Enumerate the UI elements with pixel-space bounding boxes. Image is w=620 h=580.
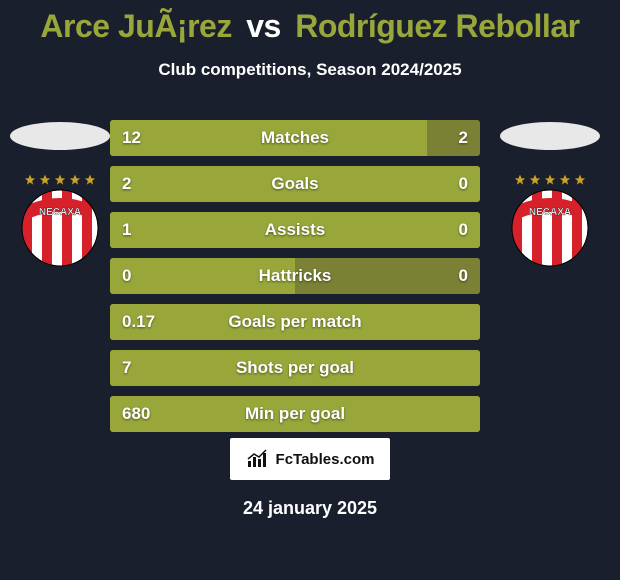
- stat-label: Shots per goal: [110, 350, 480, 386]
- site-logo: FcTables.com: [230, 438, 390, 480]
- team-crest-icon: NECAXA: [500, 170, 600, 270]
- bar-chart-icon: [246, 449, 272, 469]
- team-crest-icon: NECAXA: [10, 170, 110, 270]
- stat-row: 0.17Goals per match: [110, 304, 480, 340]
- svg-text:NECAXA: NECAXA: [529, 207, 571, 218]
- stat-label: Goals: [110, 166, 480, 202]
- stat-label: Matches: [110, 120, 480, 156]
- stat-row: 00Hattricks: [110, 258, 480, 294]
- subtitle: Club competitions, Season 2024/2025: [0, 60, 620, 80]
- player-left-name: Arce JuÃ¡rez: [40, 8, 231, 44]
- stats-rows: 122Matches 20Goals 10Assists 00Hattricks 0.1…: [110, 120, 480, 442]
- stat-row: 10Assists: [110, 212, 480, 248]
- player-right-name: Rodríguez Rebollar: [295, 8, 579, 44]
- badge-placeholder-oval: [500, 122, 600, 150]
- footer-date: 24 january 2025: [0, 498, 620, 519]
- badge-placeholder-oval: [10, 122, 110, 150]
- stat-row: 122Matches: [110, 120, 480, 156]
- stat-row: 7Shots per goal: [110, 350, 480, 386]
- svg-text:NECAXA: NECAXA: [39, 207, 81, 218]
- team-badge-left: NECAXA: [10, 122, 110, 232]
- stat-label: Min per goal: [110, 396, 480, 432]
- stat-row: 680Min per goal: [110, 396, 480, 432]
- stat-row: 20Goals: [110, 166, 480, 202]
- team-badge-right: NECAXA: [500, 122, 600, 232]
- page-title: Arce JuÃ¡rez vs Rodríguez Rebollar: [0, 8, 620, 45]
- stat-label: Hattricks: [110, 258, 480, 294]
- stat-label: Assists: [110, 212, 480, 248]
- stat-label: Goals per match: [110, 304, 480, 340]
- site-logo-text: FcTables.com: [276, 451, 375, 468]
- vs-separator: vs: [246, 8, 281, 44]
